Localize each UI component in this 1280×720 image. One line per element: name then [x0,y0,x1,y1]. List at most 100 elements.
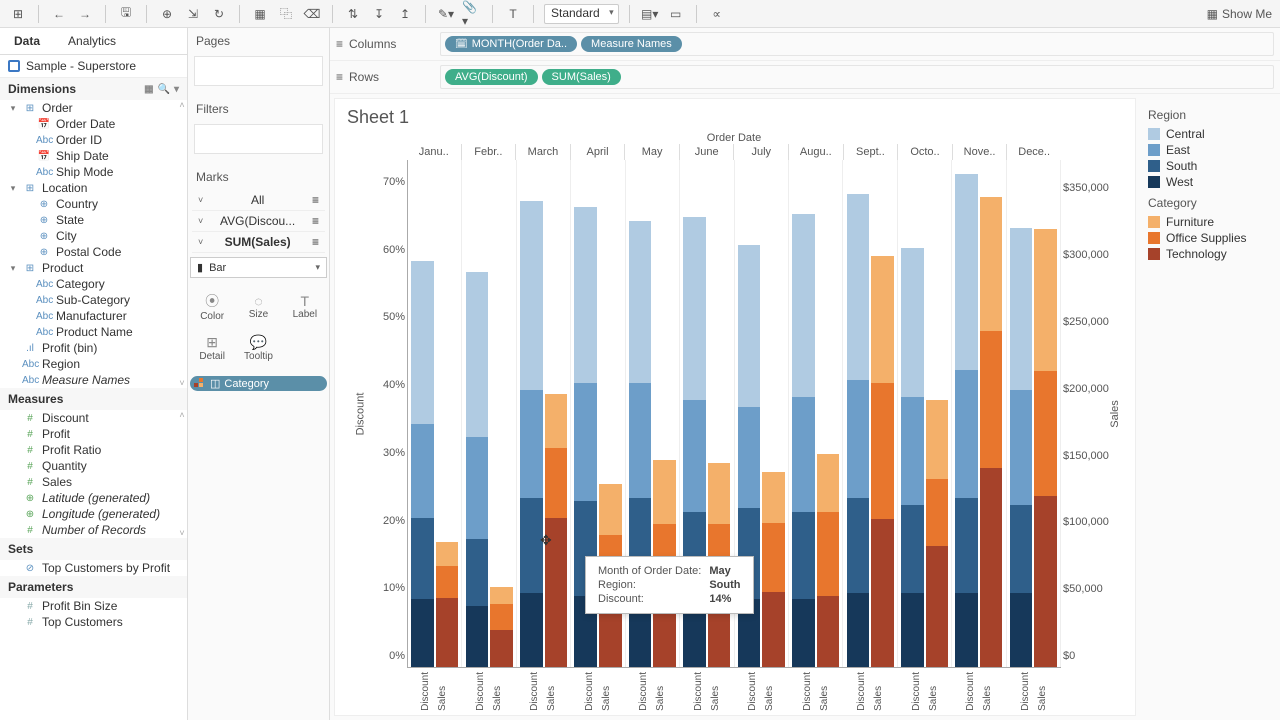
legend-item[interactable]: West [1148,174,1272,190]
highlight-icon[interactable]: ✎▾ [436,4,456,24]
discount-bar[interactable] [847,160,870,667]
clear-ws-icon[interactable]: ⌫ [302,4,322,24]
measure-item[interactable]: ⊕Latitude (generated) [0,490,187,506]
measure-item[interactable]: #Sales [0,474,187,490]
mark-label-button[interactable]: TLabel [283,286,327,326]
legend-item[interactable]: South [1148,158,1272,174]
sales-bar[interactable] [817,160,840,667]
mark-size-button[interactable]: ◌Size [236,286,280,326]
group-icon[interactable]: 📎▾ [462,4,482,24]
scroll-down-icon[interactable]: ˅ [177,378,187,388]
category-color-pill[interactable]: ◫ Category [190,376,327,391]
mark-detail-button[interactable]: ⊞Detail [190,328,234,368]
sales-bar[interactable] [762,160,785,667]
discount-bar[interactable] [792,160,815,667]
dimension-item[interactable]: ⊕Country [0,196,187,212]
view-icon[interactable]: ▦ [144,84,153,95]
dimension-item[interactable]: AbcSub-Category [0,292,187,308]
measure-item[interactable]: #Quantity [0,458,187,474]
datasource-row[interactable]: Sample - Superstore [0,55,187,78]
dimension-item[interactable]: AbcShip Mode [0,164,187,180]
dimension-item[interactable]: 📅Order Date [0,116,187,132]
extract-icon[interactable]: ⇲ [183,4,203,24]
discount-bar[interactable] [520,160,543,667]
sales-bar[interactable] [1034,160,1057,667]
legend-item[interactable]: Furniture [1148,214,1272,230]
label-icon[interactable]: T [503,4,523,24]
sales-bar[interactable] [545,160,568,667]
search-icon[interactable]: 🔍 [158,84,170,95]
mark-color-button[interactable]: ⦿Color [190,286,234,326]
new-data-icon[interactable]: ⊕ [157,4,177,24]
rows-shelf[interactable]: AVG(Discount)SUM(Sales) [440,65,1274,89]
dimension-item[interactable]: AbcRegion [0,356,187,372]
pages-shelf[interactable] [194,56,323,86]
set-item[interactable]: ⊘Top Customers by Profit [0,560,187,576]
dimension-item[interactable]: AbcManufacturer [0,308,187,324]
filters-shelf[interactable] [194,124,323,154]
presentation-icon[interactable]: ▭ [666,4,686,24]
dimension-item[interactable]: .ılProfit (bin) [0,340,187,356]
mark-tooltip-button[interactable]: 💬Tooltip [236,328,280,368]
shelf-pill[interactable]: SUM(Sales) [542,69,621,85]
parameter-item[interactable]: #Top Customers [0,614,187,630]
dimension-item[interactable]: ▾⊞Location [0,180,187,196]
refresh-icon[interactable]: ↻ [209,4,229,24]
discount-bar[interactable] [1010,160,1033,667]
sales-bar[interactable] [926,160,949,667]
sort-desc-icon[interactable]: ↥ [395,4,415,24]
chart[interactable]: Sheet 1 Order Date Janu..Febr..MarchApri… [334,98,1136,716]
dimension-item[interactable]: ⊕State [0,212,187,228]
discount-bar[interactable] [466,160,489,667]
discount-bar[interactable] [955,160,978,667]
sales-bar[interactable] [980,160,1003,667]
discount-bar[interactable] [901,160,924,667]
measure-item[interactable]: #Profit Ratio [0,442,187,458]
dup-ws-icon[interactable]: ⿻ [276,4,296,24]
legend-item[interactable]: East [1148,142,1272,158]
tab-data[interactable]: Data [0,28,54,54]
forward-icon[interactable]: → [75,4,95,24]
discount-bar[interactable] [411,160,434,667]
tab-analytics[interactable]: Analytics [54,28,130,54]
dimension-item[interactable]: AbcProduct Name [0,324,187,340]
legend-item[interactable]: Technology [1148,246,1272,262]
dimension-item[interactable]: AbcOrder ID [0,132,187,148]
scroll-down-icon[interactable]: ˅ [177,528,187,538]
scroll-up-icon[interactable]: ˄ [177,410,187,420]
measure-item[interactable]: ⊕Longitude (generated) [0,506,187,522]
mark-type-select[interactable]: ▮ Bar ▾ [190,257,327,278]
menu-icon[interactable]: ▾ [174,84,179,95]
legend-item[interactable]: Central [1148,126,1272,142]
view-cards-icon[interactable]: ▤▾ [640,4,660,24]
dimension-item[interactable]: ⊕City [0,228,187,244]
shelf-pill[interactable]: AVG(Discount) [445,69,538,85]
new-ws-icon[interactable]: ▦ [250,4,270,24]
measure-item[interactable]: #Profit [0,426,187,442]
marks-layer-row[interactable]: ˅All≡ [192,190,325,211]
shelf-pill[interactable]: 🗓MONTH(Order Da.. [445,36,577,52]
dimension-item[interactable]: ⊕Postal Code [0,244,187,260]
sales-bar[interactable] [871,160,894,667]
show-me-button[interactable]: ▦Show Me [1207,7,1272,21]
parameter-item[interactable]: #Profit Bin Size [0,598,187,614]
save-icon[interactable]: 🖫 [116,4,136,24]
measure-item[interactable]: #Number of Records [0,522,187,538]
dimension-item[interactable]: ▾⊞Order [0,100,187,116]
marks-layer-row[interactable]: ˅AVG(Discou...≡ [192,211,325,232]
dimension-item[interactable]: AbcCategory [0,276,187,292]
dimension-item[interactable]: AbcMeasure Names [0,372,187,388]
logo-icon[interactable]: ⊞ [8,4,28,24]
swap-icon[interactable]: ⇅ [343,4,363,24]
measure-item[interactable]: #Discount [0,410,187,426]
dimension-item[interactable]: 📅Ship Date [0,148,187,164]
dimension-item[interactable]: ▾⊞Product [0,260,187,276]
marks-layer-row[interactable]: ˅SUM(Sales)≡ [192,232,325,253]
sales-bar[interactable] [436,160,459,667]
fit-select[interactable]: Standard [544,4,619,24]
back-icon[interactable]: ← [49,4,69,24]
columns-shelf[interactable]: 🗓MONTH(Order Da..Measure Names [440,32,1274,56]
legend-item[interactable]: Office Supplies [1148,230,1272,246]
sales-bar[interactable] [490,160,513,667]
scroll-up-icon[interactable]: ˄ [177,100,187,110]
